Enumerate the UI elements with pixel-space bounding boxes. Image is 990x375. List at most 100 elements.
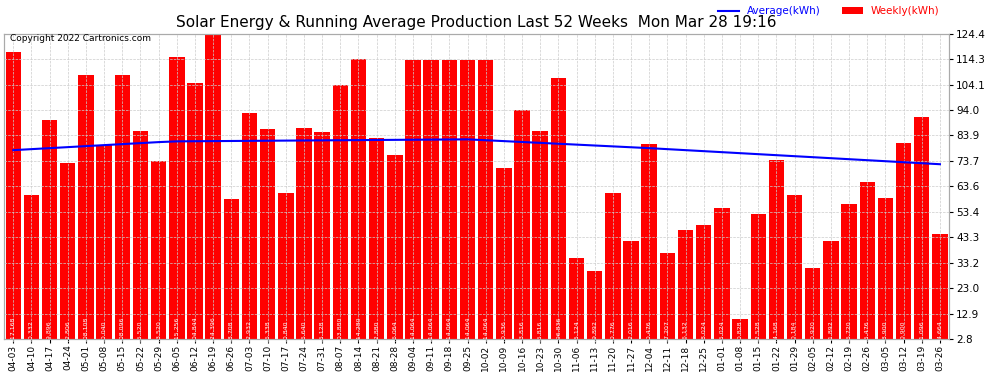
Text: 85.128: 85.128 <box>320 321 325 342</box>
Text: 114.064: 114.064 <box>411 317 416 342</box>
Bar <box>624 240 639 346</box>
Text: 91.096: 91.096 <box>920 321 925 342</box>
Text: 29.892: 29.892 <box>592 320 597 342</box>
Text: 86.338: 86.338 <box>265 321 270 342</box>
Text: 37.207: 37.207 <box>665 320 670 342</box>
Text: 80.900: 80.900 <box>901 321 906 342</box>
Text: 44.664: 44.664 <box>938 321 942 342</box>
Bar <box>205 34 221 346</box>
Bar <box>696 225 712 346</box>
Text: 60.332: 60.332 <box>29 321 34 342</box>
Bar <box>369 138 384 346</box>
Text: 70.936: 70.936 <box>501 321 506 342</box>
Bar <box>315 132 330 346</box>
Text: 30.920: 30.920 <box>810 321 815 342</box>
Bar <box>405 60 421 346</box>
Bar <box>60 163 75 346</box>
Text: 60.184: 60.184 <box>792 321 797 342</box>
Text: 10.828: 10.828 <box>738 321 742 342</box>
Bar <box>642 144 657 346</box>
Bar <box>768 160 784 346</box>
Text: 80.040: 80.040 <box>102 321 107 342</box>
Text: 65.476: 65.476 <box>864 321 870 342</box>
Text: 85.520: 85.520 <box>138 321 143 342</box>
Text: 114.064: 114.064 <box>446 317 451 342</box>
Bar <box>278 193 293 346</box>
Text: 74.168: 74.168 <box>774 321 779 342</box>
Bar <box>350 59 366 346</box>
Text: 82.880: 82.880 <box>374 321 379 342</box>
Bar <box>878 198 893 346</box>
Text: 114.064: 114.064 <box>465 317 470 342</box>
Bar <box>896 143 912 346</box>
Text: 56.720: 56.720 <box>846 321 851 342</box>
Bar <box>133 131 148 346</box>
Bar <box>914 117 930 346</box>
Bar <box>787 195 802 346</box>
Bar <box>605 194 621 346</box>
Bar <box>260 129 275 346</box>
Bar <box>678 230 693 346</box>
Text: 85.816: 85.816 <box>538 321 543 342</box>
Bar <box>842 204 856 346</box>
Text: 60.776: 60.776 <box>611 321 616 342</box>
Text: 58.900: 58.900 <box>883 321 888 342</box>
Bar <box>750 214 766 346</box>
Bar <box>459 60 475 346</box>
Bar <box>714 208 730 346</box>
Bar <box>224 199 239 346</box>
Bar <box>333 85 348 346</box>
Bar <box>42 120 57 346</box>
Bar <box>442 60 457 346</box>
Text: 104.844: 104.844 <box>192 316 197 342</box>
Text: 48.024: 48.024 <box>701 321 706 342</box>
Text: 103.880: 103.880 <box>338 317 343 342</box>
Bar <box>569 258 584 346</box>
Bar <box>587 271 603 346</box>
Bar <box>187 83 203 346</box>
Text: 72.806: 72.806 <box>65 321 70 342</box>
Text: 46.132: 46.132 <box>683 321 688 342</box>
Bar <box>424 60 439 346</box>
Text: 41.892: 41.892 <box>829 321 834 342</box>
Text: 89.896: 89.896 <box>48 321 52 342</box>
Text: 117.168: 117.168 <box>11 317 16 342</box>
Bar <box>150 161 166 346</box>
Text: 76.064: 76.064 <box>392 321 397 342</box>
Bar <box>296 129 312 346</box>
Text: 42.016: 42.016 <box>629 321 634 342</box>
Bar <box>496 168 512 346</box>
Bar <box>933 234 947 346</box>
Bar <box>169 57 184 346</box>
Bar <box>805 268 821 346</box>
Bar <box>824 241 839 346</box>
Text: 114.064: 114.064 <box>483 317 488 342</box>
Text: 73.520: 73.520 <box>156 321 161 342</box>
Legend: Average(kWh), Weekly(kWh): Average(kWh), Weekly(kWh) <box>714 2 943 21</box>
Bar <box>78 75 94 346</box>
Text: 114.064: 114.064 <box>429 317 434 342</box>
Text: 35.124: 35.124 <box>574 321 579 342</box>
Bar <box>387 155 403 346</box>
Text: 60.840: 60.840 <box>283 321 288 342</box>
Bar <box>733 319 747 346</box>
Text: 55.024: 55.024 <box>720 321 725 342</box>
Bar <box>659 253 675 346</box>
Text: 108.096: 108.096 <box>120 317 125 342</box>
Text: 93.816: 93.816 <box>520 321 525 342</box>
Text: 114.280: 114.280 <box>356 317 361 342</box>
Text: 124.396: 124.396 <box>211 316 216 342</box>
Bar <box>96 145 112 346</box>
Bar <box>478 60 493 346</box>
Bar <box>514 110 530 346</box>
Bar <box>859 182 875 346</box>
Title: Solar Energy & Running Average Production Last 52 Weeks  Mon Mar 28 19:16: Solar Energy & Running Average Productio… <box>176 15 777 30</box>
Bar <box>533 130 547 346</box>
Text: 80.476: 80.476 <box>646 321 651 342</box>
Text: 108.108: 108.108 <box>83 317 88 342</box>
Bar <box>115 75 130 346</box>
Text: 58.708: 58.708 <box>229 321 234 342</box>
Text: 115.256: 115.256 <box>174 317 179 342</box>
Bar <box>24 195 40 346</box>
Text: Copyright 2022 Cartronics.com: Copyright 2022 Cartronics.com <box>10 34 150 43</box>
